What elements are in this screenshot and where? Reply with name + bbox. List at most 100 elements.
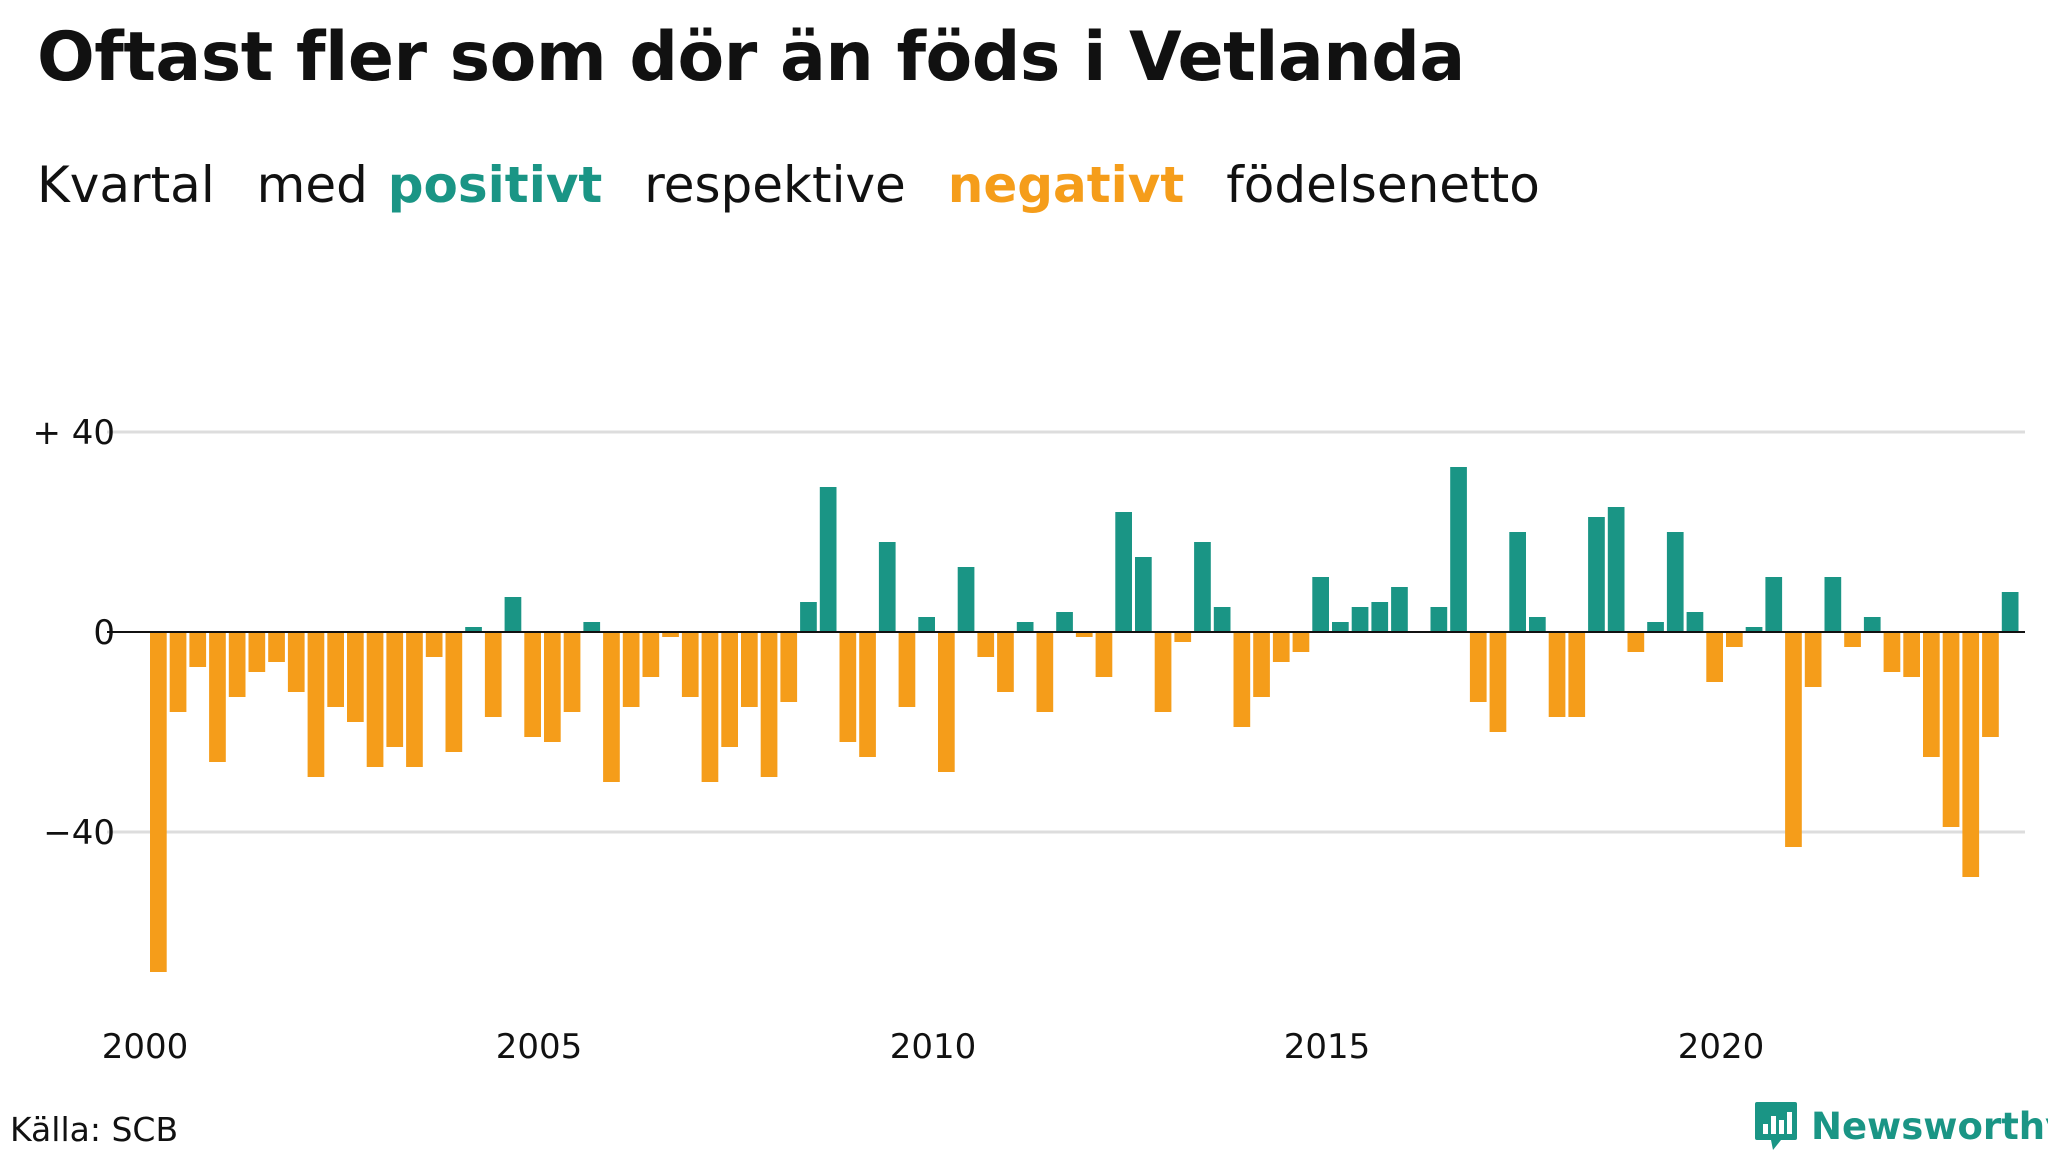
bar-q51 <box>1135 557 1152 632</box>
bar-q82 <box>1745 627 1763 632</box>
bar-q23 <box>583 622 601 632</box>
bar-q77 <box>1647 622 1664 632</box>
bar-q12 <box>366 632 384 767</box>
bar-q28 <box>681 632 699 697</box>
bar-q83 <box>1765 577 1783 632</box>
bar-q81 <box>1726 632 1743 647</box>
bar-q85 <box>1804 632 1822 687</box>
legend-positive-label: positivt <box>387 156 603 214</box>
subtitle-word-respektive: respektive <box>644 156 906 214</box>
bar-q46 <box>1036 632 1054 712</box>
bars <box>150 467 2019 972</box>
bar-q8 <box>287 632 305 692</box>
bar-q87 <box>1844 632 1861 647</box>
bar-q55 <box>1213 607 1231 632</box>
bar-q27 <box>662 632 679 637</box>
bar-q20 <box>524 632 541 737</box>
bar-q42 <box>957 567 975 632</box>
bar-q95 <box>2001 592 2019 632</box>
newsworthy-logo-icon <box>1755 1102 1797 1150</box>
bar-q75 <box>1607 507 1625 632</box>
bar-q61 <box>1332 622 1349 632</box>
newsworthy-logo[interactable]: Newsworthy <box>1753 1100 2048 1152</box>
bar-q71 <box>1529 617 1546 632</box>
bar-q80 <box>1706 632 1723 682</box>
subtitle-word-med: med <box>256 156 368 214</box>
bar-q30 <box>721 632 738 747</box>
bar-q69 <box>1489 632 1507 732</box>
bar-q58 <box>1272 632 1290 662</box>
bar-q25 <box>622 632 640 707</box>
bar-q90 <box>1903 632 1920 677</box>
bar-q10 <box>327 632 344 707</box>
bar-q86 <box>1824 577 1842 632</box>
bar-q39 <box>898 632 916 707</box>
bar-q37 <box>859 632 876 757</box>
bar-q5 <box>228 632 246 697</box>
bar-q50 <box>1115 512 1132 632</box>
bar-q13 <box>386 632 404 747</box>
bar-q89 <box>1883 632 1901 672</box>
x-axis-ticks: 2000 2005 2010 2015 2020 <box>102 1027 1765 1067</box>
bar-q93 <box>1962 632 1980 877</box>
x-tick-label-3: 2015 <box>1284 1027 1371 1067</box>
bar-q64 <box>1391 587 1408 632</box>
bar-q94 <box>1982 632 1999 737</box>
bar-q26 <box>642 632 660 677</box>
bar-q72 <box>1548 632 1566 717</box>
bar-q76 <box>1627 632 1645 652</box>
x-tick-label-0: 2000 <box>102 1027 189 1067</box>
source-label: Källa: SCB <box>10 1110 179 1149</box>
bar-q22 <box>563 632 581 712</box>
bar-q2 <box>169 632 187 712</box>
bar-q16 <box>445 632 463 752</box>
bar-q66 <box>1430 607 1448 632</box>
bar-q11 <box>347 632 364 722</box>
bar-q78 <box>1666 532 1684 632</box>
bar-q70 <box>1509 532 1526 632</box>
bar-q36 <box>839 632 857 742</box>
bar-q79 <box>1686 612 1704 632</box>
bar-q63 <box>1371 602 1389 632</box>
bar-q68 <box>1469 632 1487 702</box>
bar-q45 <box>1016 622 1034 632</box>
chart-subtitle: Kvartal med positivt respektive negativt… <box>37 156 1540 214</box>
bar-q3 <box>189 632 207 667</box>
bar-q52 <box>1154 632 1172 712</box>
bar-q38 <box>878 542 896 632</box>
bar-q53 <box>1174 632 1192 642</box>
bar-q24 <box>603 632 620 782</box>
bar-q60 <box>1312 577 1329 632</box>
bar-q62 <box>1351 607 1369 632</box>
bar-q47 <box>1056 612 1073 632</box>
x-tick-label-1: 2005 <box>496 1027 583 1067</box>
bar-q48 <box>1075 632 1093 637</box>
bar-q34 <box>800 602 817 632</box>
bar-q59 <box>1292 632 1310 652</box>
x-tick-label-4: 2020 <box>1678 1027 1765 1067</box>
bar-q6 <box>248 632 266 672</box>
bar-q88 <box>1863 617 1881 632</box>
subtitle-word-fodelsenetto: födelsenetto <box>1226 156 1540 214</box>
y-tick-label-2: −40 <box>43 813 115 853</box>
chart-title: Oftast fler som dör än föds i Vetlanda <box>37 18 1465 97</box>
bar-q7 <box>268 632 285 662</box>
y-axis-ticks: + 40 0 −40 <box>32 413 115 853</box>
bar-q43 <box>977 632 995 657</box>
bar-q1 <box>150 632 167 972</box>
bar-q18 <box>484 632 502 717</box>
bar-q33 <box>780 632 798 702</box>
bar-q14 <box>406 632 423 767</box>
brand-name: Newsworthy <box>1811 1104 2048 1148</box>
bar-q40 <box>918 617 935 632</box>
bar-q91 <box>1923 632 1940 757</box>
bar-q9 <box>307 632 325 777</box>
bar-q67 <box>1450 467 1467 632</box>
bar-q54 <box>1194 542 1211 632</box>
bar-q32 <box>760 632 778 777</box>
bar-q19 <box>504 597 522 632</box>
bar-q15 <box>425 632 443 657</box>
bar-q41 <box>938 632 955 772</box>
legend-negative-label: negativt <box>947 156 1185 214</box>
